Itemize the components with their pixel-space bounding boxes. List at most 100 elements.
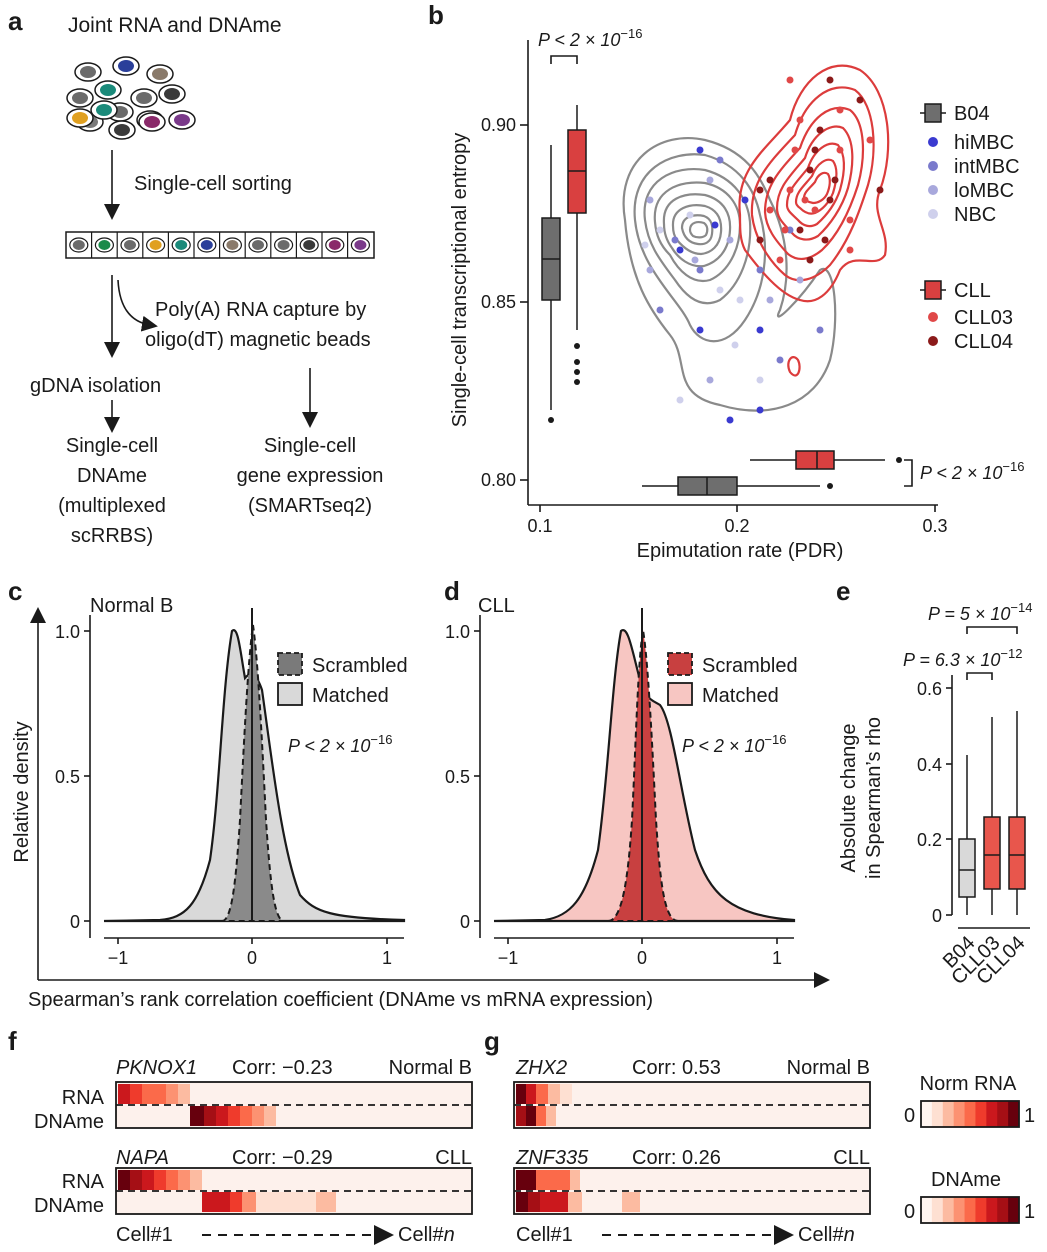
cll-cell-dot bbox=[866, 136, 874, 144]
heatmap-cell bbox=[264, 1106, 276, 1126]
panel-d: d CLL 1.0 0.5 0 −1 0 1 Scrambled Matched… bbox=[444, 576, 798, 968]
heatmap-cell bbox=[536, 1170, 570, 1190]
well-cell-nucleus bbox=[277, 240, 290, 250]
f-gene2: NAPA bbox=[116, 1147, 169, 1169]
g-heatmap-1 bbox=[513, 1081, 871, 1129]
well-cell-nucleus bbox=[252, 240, 264, 250]
cell-nucleus bbox=[136, 92, 152, 104]
b04-cell-dot bbox=[676, 246, 684, 254]
b-ylabel: Single-cell transcriptional entropy bbox=[449, 133, 471, 428]
b04-cell-dot bbox=[731, 341, 739, 349]
e-box-cll04 bbox=[1008, 711, 1026, 915]
c-xtick-label: 0 bbox=[247, 948, 257, 968]
cell-nucleus bbox=[72, 112, 88, 124]
scale1-min: 0 bbox=[904, 1105, 915, 1127]
dname-output-line: DNAme bbox=[77, 465, 147, 487]
heatmap-cell bbox=[178, 1084, 190, 1104]
cell-nucleus bbox=[164, 88, 180, 100]
b-pval-top: P < 2 × 10−16 bbox=[538, 26, 642, 50]
c-xtick-label: −1 bbox=[108, 948, 129, 968]
c-legend-label: Scrambled bbox=[312, 655, 408, 677]
capture-line1: Poly(A) RNA capture by bbox=[155, 299, 366, 321]
heatmap-cell bbox=[118, 1170, 130, 1190]
well-cell-nucleus bbox=[226, 240, 239, 250]
heatmap-cell bbox=[178, 1170, 190, 1190]
scale-swatch bbox=[931, 1197, 944, 1223]
scale-swatch bbox=[953, 1101, 966, 1127]
b04-cell-dot bbox=[641, 241, 649, 249]
cll-cell-dot bbox=[801, 196, 809, 204]
d-xticks: −1 0 1 bbox=[498, 938, 782, 968]
b04-cell-dot bbox=[756, 266, 764, 274]
outlier-dot bbox=[574, 379, 580, 385]
cell-nucleus bbox=[144, 116, 160, 128]
outlier-dot bbox=[574, 369, 580, 375]
heatmap-cell bbox=[190, 1170, 202, 1190]
expression-output: Single-cell gene expression (SMARTseq2) bbox=[237, 435, 384, 517]
c-pval: P < 2 × 10−16 bbox=[288, 732, 392, 756]
cll-cell-dot bbox=[756, 236, 764, 244]
heatmap-cell bbox=[548, 1084, 560, 1104]
heatmap-cell bbox=[540, 1192, 568, 1212]
cll-cell-dot bbox=[791, 146, 799, 154]
heatmap-cell bbox=[622, 1192, 640, 1212]
cell-nucleus bbox=[118, 60, 134, 72]
b-ytick-label: 0.80 bbox=[481, 470, 516, 490]
e-box-cll03 bbox=[983, 717, 1001, 915]
heatmap-cell bbox=[526, 1084, 536, 1104]
cll-cell-dot bbox=[836, 106, 844, 114]
panel-e-letter: e bbox=[836, 576, 850, 606]
cll-cell-dot bbox=[766, 206, 774, 214]
g-cell-end: Cell#n bbox=[798, 1224, 855, 1246]
f-row-dname-label: DNAme bbox=[34, 1195, 104, 1217]
heatmap-cell bbox=[560, 1084, 572, 1104]
heatmap-cell bbox=[568, 1192, 582, 1212]
contour-line bbox=[653, 181, 742, 283]
panel-d-title: CLL bbox=[478, 595, 515, 617]
panel-f: f PKNOX1 Corr: −0.23 Normal B RNA DNAme … bbox=[8, 1026, 473, 1246]
heatmap-cell bbox=[516, 1192, 528, 1212]
cell-cluster bbox=[66, 56, 196, 140]
legend-dot bbox=[928, 209, 938, 219]
heatmap-cell bbox=[316, 1192, 336, 1212]
well-cell-nucleus bbox=[98, 240, 111, 250]
scale1-max: 1 bbox=[1024, 1105, 1035, 1127]
heatmap-cell bbox=[204, 1106, 216, 1126]
well-cell-nucleus bbox=[175, 240, 188, 250]
b04-cell-dot bbox=[796, 276, 804, 284]
cll-cell-dot bbox=[826, 76, 834, 84]
b04-cell-dot bbox=[716, 286, 724, 294]
panel-g-letter: g bbox=[484, 1026, 500, 1056]
scale-swatch bbox=[921, 1197, 933, 1223]
contour-line bbox=[643, 168, 752, 305]
cll-cell-dot bbox=[811, 146, 819, 154]
b04-cell-dot bbox=[706, 176, 714, 184]
f-corr2: Corr: −0.29 bbox=[232, 1147, 333, 1169]
well-cell-nucleus bbox=[200, 240, 213, 250]
e-ylabel-line2: in Spearman’s rho bbox=[863, 717, 885, 879]
g-corr2: Corr: 0.26 bbox=[632, 1147, 721, 1169]
contour-line bbox=[794, 158, 838, 215]
cll-cell-dot bbox=[826, 196, 834, 204]
scale-swatch bbox=[964, 1101, 976, 1127]
f-gene1: PKNOX1 bbox=[116, 1057, 197, 1079]
legend-box-b04 bbox=[920, 103, 946, 123]
c-ytick-label: 1.0 bbox=[55, 622, 80, 642]
legend-item: NBC bbox=[954, 204, 996, 226]
legend-item: loMBC bbox=[954, 180, 1014, 202]
cll-cell-dot bbox=[786, 186, 794, 194]
b-xticks: 0.1 0.2 0.3 bbox=[527, 505, 948, 536]
b-yticks: 0.90 0.85 0.80 bbox=[481, 115, 528, 490]
heatmap-cell bbox=[130, 1084, 142, 1104]
legend-item: hiMBC bbox=[954, 132, 1014, 154]
cll-contours bbox=[738, 64, 890, 377]
b04-cell-dot bbox=[656, 306, 664, 314]
c-ytick-label: 0 bbox=[70, 912, 80, 932]
cd-ylabel: Relative density bbox=[11, 721, 33, 862]
b04-cell-dot bbox=[786, 226, 794, 234]
cll-cell-dot bbox=[816, 126, 824, 134]
contour-line bbox=[662, 193, 732, 268]
b-xlabel: Epimutation rate (PDR) bbox=[637, 540, 844, 562]
scale-swatch bbox=[986, 1197, 998, 1223]
b04-cell-dot bbox=[756, 406, 764, 414]
